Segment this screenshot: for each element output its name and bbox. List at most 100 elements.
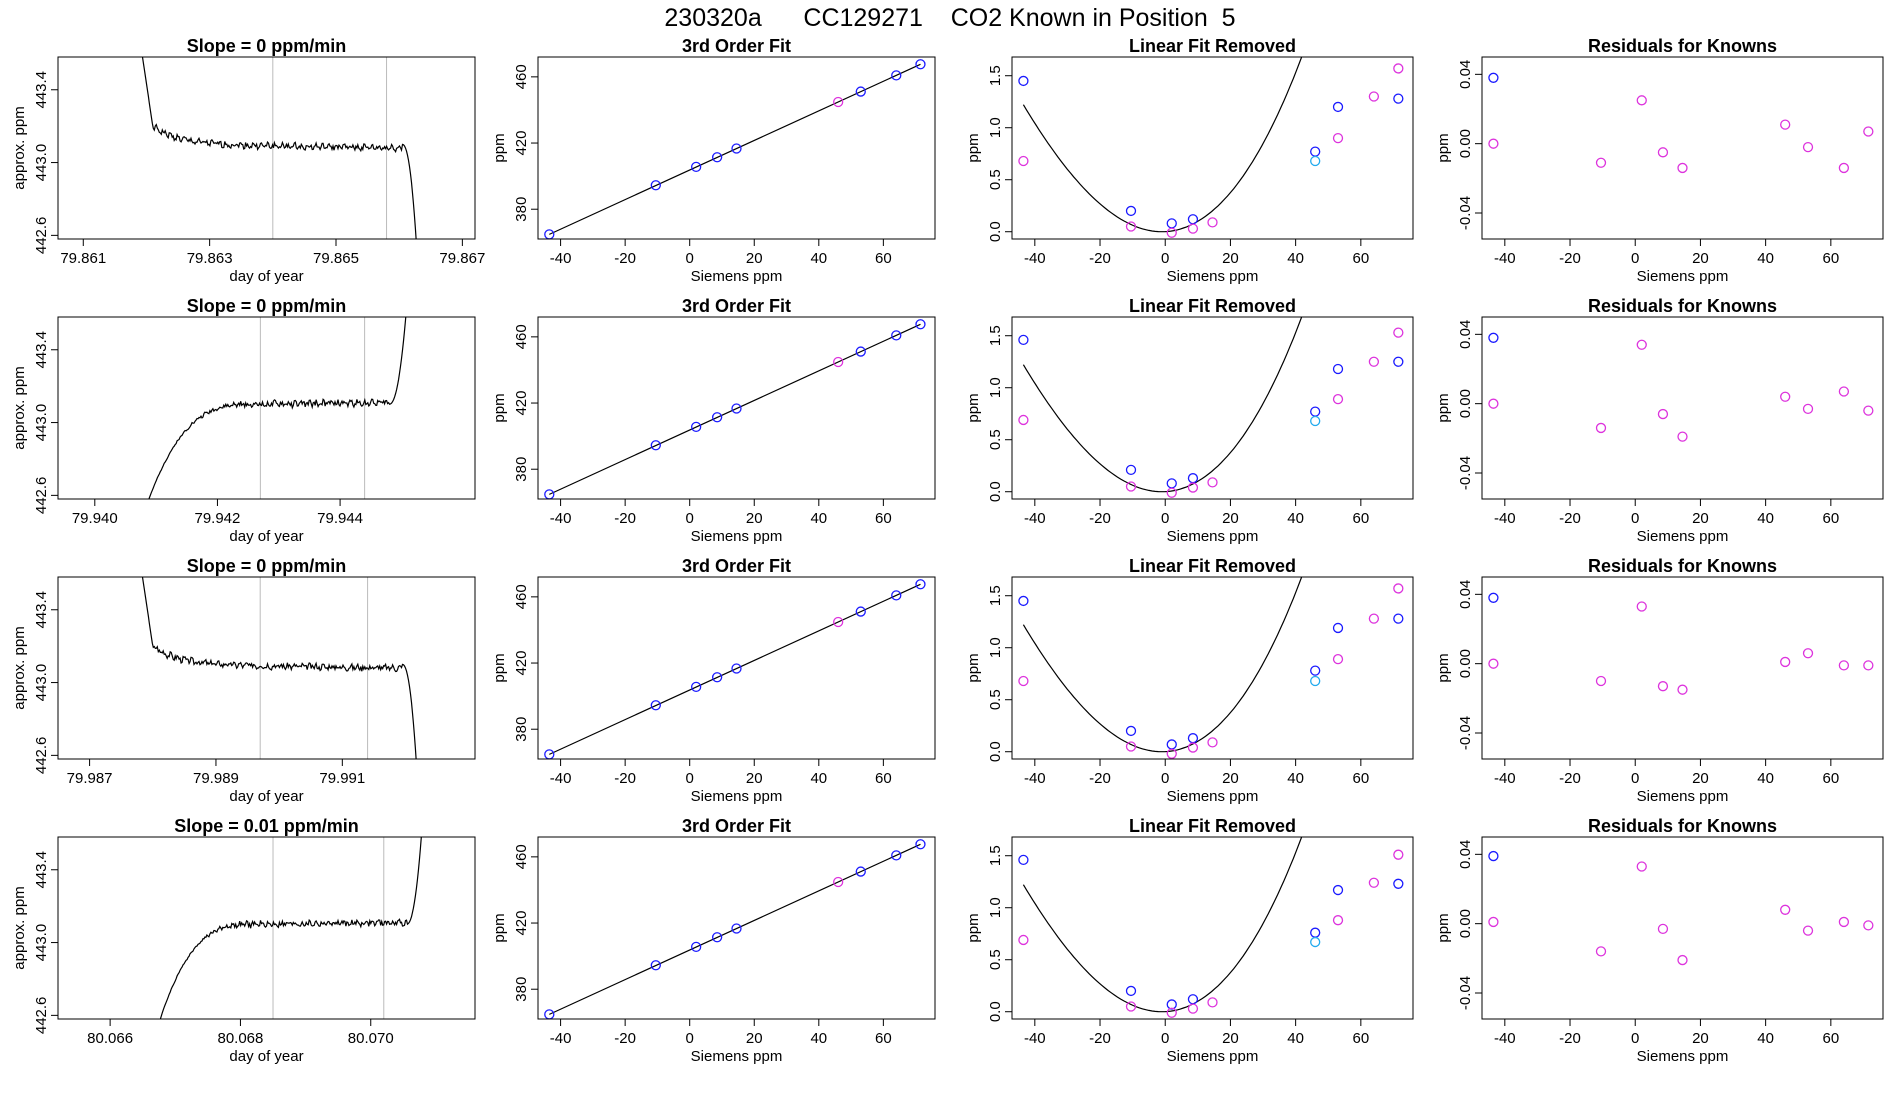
x-tick-label: 0 <box>1161 250 1169 267</box>
data-point <box>891 590 902 601</box>
x-tick-label: 0 <box>1161 1030 1169 1047</box>
data-point <box>1636 339 1647 350</box>
x-tick-label: 40 <box>1287 1030 1304 1047</box>
y-tick-label: 0.04 <box>1457 580 1474 609</box>
fit-line <box>549 323 921 495</box>
y-tick-label: 443.0 <box>33 664 50 702</box>
plot-frame <box>57 576 476 760</box>
x-tick-label: -20 <box>614 1030 636 1047</box>
plot-area <box>1018 317 1404 498</box>
chart-title: 3rd Order Fit <box>682 816 791 836</box>
plot-area <box>1018 577 1404 759</box>
plot-frame <box>537 576 936 760</box>
data-point <box>1636 861 1647 872</box>
data-point <box>1838 162 1850 174</box>
y-tick-label: -0.04 <box>1457 456 1474 490</box>
x-tick-label: 0 <box>1631 1030 1639 1047</box>
x-axis-label: day of year <box>229 268 303 285</box>
x-tick-label: -20 <box>1559 770 1581 787</box>
x-tick-label: 40 <box>1757 510 1774 527</box>
data-point <box>1368 91 1380 102</box>
data-point <box>1488 398 1499 409</box>
x-tick-label: 40 <box>810 250 827 267</box>
data-point <box>1488 592 1499 603</box>
data-point <box>891 70 902 81</box>
x-tick-label: 79.991 <box>319 770 365 787</box>
plot-area <box>544 59 926 239</box>
y-tick-label: 1.5 <box>987 585 1004 606</box>
x-tick-label: -40 <box>1024 510 1046 527</box>
data-point <box>1393 63 1404 74</box>
data-point <box>855 346 866 357</box>
x-tick-label: -40 <box>1494 510 1516 527</box>
data-point <box>1488 138 1499 149</box>
data-point <box>1187 742 1199 753</box>
y-tick-label: 1.0 <box>987 117 1004 138</box>
chart-panel-r3-fit: 3rd Order Fit -40 -20 0 20 40 60 Siemens ppm 380… <box>491 556 936 805</box>
x-tick-label: 20 <box>746 510 763 527</box>
data-point <box>1802 403 1814 415</box>
data-point <box>1863 126 1874 137</box>
x-tick-label: 20 <box>1692 770 1709 787</box>
plot-area <box>1488 72 1874 174</box>
fit-line <box>549 583 921 755</box>
data-point <box>1166 999 1177 1010</box>
y-axis-label: ppm <box>491 393 508 422</box>
y-tick-label: 420 <box>513 911 530 936</box>
data-point <box>1166 739 1177 750</box>
data-point <box>915 839 926 850</box>
x-tick-label: -20 <box>614 510 636 527</box>
y-tick-label: 443.0 <box>33 924 50 962</box>
data-point <box>915 319 926 330</box>
y-tick-label: 1.5 <box>987 325 1004 346</box>
data-point <box>833 616 844 628</box>
y-tick-label: 443.0 <box>33 404 50 442</box>
x-tick-label: 40 <box>1287 250 1304 267</box>
y-tick-label: 0.00 <box>1457 909 1474 938</box>
y-axis-label: ppm <box>491 133 508 162</box>
fit-line <box>549 843 921 1015</box>
data-point <box>1332 622 1344 634</box>
y-tick-label: 420 <box>513 651 530 676</box>
data-point <box>731 403 742 414</box>
x-tick-label: -40 <box>550 250 572 267</box>
x-tick-label: 60 <box>1822 250 1839 267</box>
data-point <box>1802 925 1814 936</box>
plot-frame <box>537 316 936 500</box>
chart-title: Linear Fit Removed <box>1129 36 1296 56</box>
x-tick-label: -40 <box>550 1030 572 1047</box>
plot-area <box>141 577 417 759</box>
data-point <box>691 941 702 953</box>
data-point <box>1393 613 1404 624</box>
data-point <box>1187 733 1199 744</box>
chart-title: Residuals for Knowns <box>1588 556 1777 576</box>
fit-curve <box>1022 317 1303 493</box>
data-point <box>1657 147 1669 158</box>
data-point <box>1657 923 1669 935</box>
chart-panel-r3-lin: Linear Fit Removed -40 -20 0 20 40 60 Siemens p… <box>965 556 1414 805</box>
x-tick-label: 79.863 <box>187 250 233 267</box>
x-tick-label: 0 <box>686 510 694 527</box>
x-tick-label: 40 <box>810 1030 827 1047</box>
data-point <box>1187 1003 1199 1014</box>
y-tick-label: 0.5 <box>987 689 1004 710</box>
data-point <box>650 960 661 971</box>
x-tick-label: 20 <box>746 770 763 787</box>
x-tick-label: -40 <box>1024 1030 1046 1047</box>
chart-title: Linear Fit Removed <box>1129 296 1296 316</box>
data-point <box>1332 101 1344 113</box>
data-point <box>1780 656 1791 668</box>
plot-area <box>544 579 926 759</box>
chart-panel-r1-trace: Slope = 0 ppm/min 79.861 79.863 79.865 79.86… <box>11 36 485 285</box>
data-point <box>711 932 723 943</box>
data-point <box>1018 155 1029 167</box>
x-axis-label: Siemens ppm <box>1167 1048 1259 1065</box>
x-tick-label: 80.070 <box>348 1030 394 1047</box>
y-axis-label: ppm <box>965 913 982 942</box>
data-point <box>1018 595 1029 607</box>
data-point <box>1368 356 1380 367</box>
data-point <box>731 923 742 934</box>
data-point <box>891 850 902 861</box>
data-point <box>1488 916 1499 928</box>
